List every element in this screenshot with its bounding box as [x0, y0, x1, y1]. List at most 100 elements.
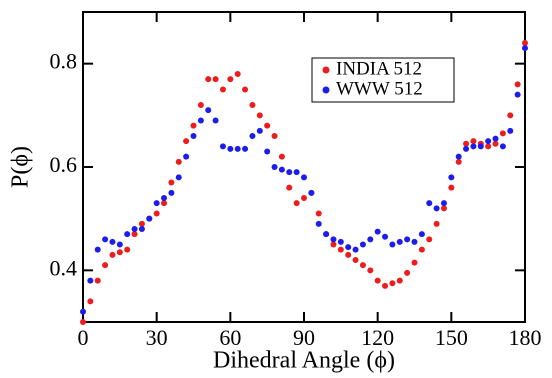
point	[102, 262, 109, 269]
point	[161, 200, 168, 207]
point	[485, 143, 492, 150]
point	[374, 277, 381, 284]
point	[124, 231, 131, 238]
point	[470, 143, 477, 150]
x-tick-label: 120	[361, 325, 394, 350]
point	[242, 145, 249, 152]
point	[359, 262, 366, 269]
point	[278, 153, 285, 160]
point	[102, 236, 109, 243]
point	[153, 210, 160, 217]
point	[87, 277, 94, 284]
point	[315, 210, 322, 217]
point	[337, 238, 344, 245]
point	[389, 280, 396, 287]
point	[507, 127, 514, 134]
point	[286, 169, 293, 176]
point	[94, 277, 101, 284]
point	[418, 246, 425, 253]
point	[109, 238, 116, 245]
point	[271, 164, 278, 170]
point	[477, 143, 484, 150]
point	[359, 241, 366, 248]
point	[94, 246, 101, 253]
point	[124, 246, 131, 253]
point	[345, 251, 352, 258]
point	[256, 127, 263, 134]
point	[352, 246, 359, 253]
point	[175, 174, 182, 181]
point	[440, 205, 447, 212]
point	[234, 145, 241, 152]
point	[301, 174, 307, 181]
point	[411, 259, 418, 266]
point	[286, 184, 293, 191]
point	[514, 91, 521, 98]
y-tick-label: 0.8	[50, 49, 78, 74]
point	[433, 220, 440, 227]
point	[116, 241, 123, 248]
point	[455, 153, 462, 160]
x-tick-label: 60	[219, 325, 241, 350]
point	[330, 236, 337, 243]
point	[404, 269, 411, 276]
y-tick-label: 0.4	[50, 255, 78, 280]
point	[396, 238, 403, 245]
point	[278, 166, 285, 173]
point	[440, 200, 447, 207]
point	[396, 277, 403, 284]
point	[293, 200, 300, 207]
point	[514, 81, 521, 88]
point	[411, 238, 418, 245]
legend-box	[311, 57, 455, 103]
point	[330, 241, 337, 248]
point	[175, 158, 182, 165]
x-tick-label: 0	[78, 325, 89, 350]
point	[168, 179, 175, 186]
point	[374, 228, 381, 235]
point	[80, 319, 86, 325]
point	[337, 246, 344, 253]
point	[470, 138, 477, 145]
point	[352, 257, 359, 263]
point	[197, 102, 204, 108]
point	[205, 76, 212, 83]
point	[234, 71, 241, 77]
point	[323, 231, 330, 238]
point	[168, 189, 175, 196]
point	[249, 102, 256, 108]
point	[161, 195, 168, 201]
point	[426, 236, 433, 243]
point	[264, 148, 271, 155]
point	[131, 231, 138, 238]
point	[197, 117, 204, 124]
point	[367, 236, 374, 243]
x-tick-label: 30	[146, 325, 168, 350]
x-axis-label: Dihedral Angle (ϕ)	[213, 348, 395, 374]
point	[271, 133, 278, 139]
point	[448, 174, 455, 181]
point	[382, 282, 389, 289]
point	[219, 86, 226, 93]
legend-marker	[322, 86, 330, 94]
x-tick-label: 180	[509, 325, 542, 350]
point	[507, 112, 514, 119]
point	[382, 233, 389, 240]
point	[212, 76, 219, 83]
point	[138, 220, 145, 227]
point	[367, 267, 374, 274]
point	[301, 195, 307, 201]
point	[522, 45, 528, 52]
point	[426, 200, 433, 207]
point	[205, 107, 212, 114]
point	[389, 241, 396, 248]
point	[190, 122, 197, 129]
point	[264, 122, 271, 129]
point	[522, 40, 528, 46]
point	[219, 143, 226, 150]
legend-marker	[322, 66, 330, 74]
plot-frame	[82, 11, 526, 323]
point	[345, 244, 352, 251]
point	[448, 184, 455, 191]
